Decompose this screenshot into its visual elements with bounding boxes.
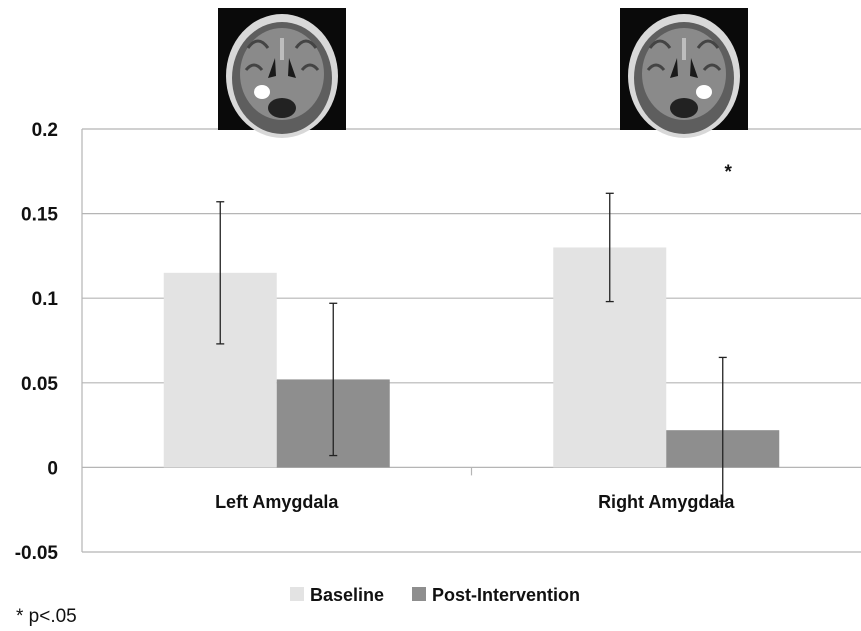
mri-ventricles <box>268 58 296 78</box>
mri-sulci <box>646 39 722 71</box>
mri-midline <box>682 38 686 60</box>
mri-sulci <box>244 39 320 71</box>
mri-brainstem <box>670 98 698 118</box>
mri-roi-highlight <box>254 85 270 99</box>
y-tick-label: 0.05 <box>21 374 58 395</box>
y-axis-tick-labels: 0.2 0.15 0.1 0.05 0 -0.05 <box>15 120 59 564</box>
y-tick-label: -0.05 <box>15 543 59 564</box>
error-bars <box>216 192 727 502</box>
y-tick-label: 0.2 <box>32 120 58 141</box>
brain-mri-coronal-right-roi-icon <box>620 8 748 138</box>
legend-swatch <box>290 587 304 601</box>
bars <box>163 247 780 468</box>
significance-markers: * <box>725 162 733 183</box>
legend-label: Baseline <box>310 585 384 605</box>
legend-swatch <box>412 587 426 601</box>
mri-brainstem <box>268 98 296 118</box>
category-labels: Left Amygdala Right Amygdala <box>215 492 735 512</box>
y-tick-label: 0.1 <box>32 289 59 310</box>
legend: Baseline Post-Intervention <box>290 585 580 605</box>
mri-ventricles <box>670 58 698 78</box>
mri-midline <box>280 38 284 60</box>
category-label: Left Amygdala <box>215 492 339 512</box>
y-tick-label: 0.15 <box>21 205 58 226</box>
category-label: Right Amygdala <box>598 492 735 512</box>
brain-images <box>218 8 748 138</box>
footnote: * p<.05 <box>16 606 77 627</box>
mri-roi-highlight <box>696 85 712 99</box>
y-tick-label: 0 <box>47 458 58 479</box>
brain-mri-coronal-left-roi-icon <box>218 8 346 138</box>
legend-label: Post-Intervention <box>432 585 580 605</box>
significance-marker: * <box>725 162 733 183</box>
